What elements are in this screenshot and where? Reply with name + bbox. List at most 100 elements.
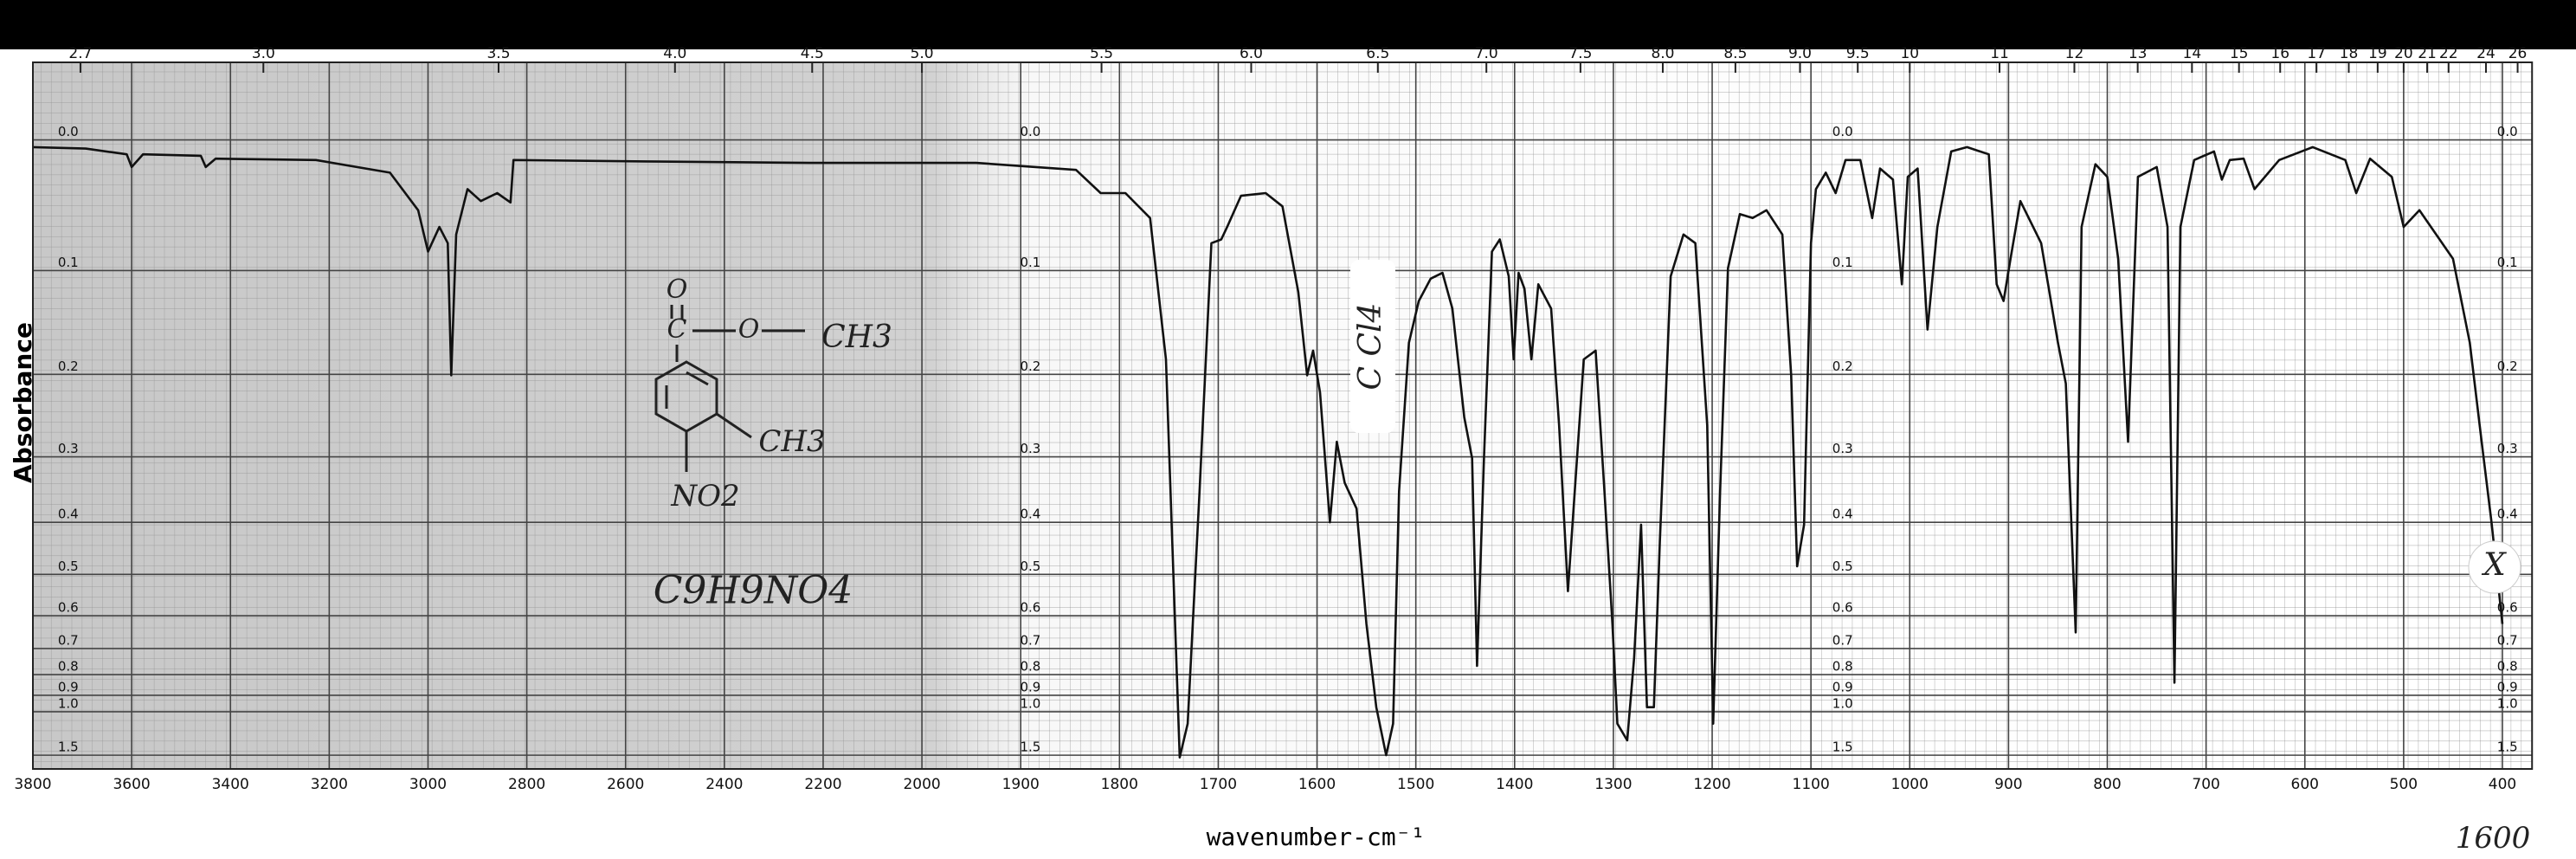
x-tick-label: 1400 (1496, 776, 1533, 793)
y-tick-label: 0.9 (1020, 679, 1040, 694)
y-tick-label: 0.3 (58, 441, 79, 456)
y-tick-label: 0.9 (1832, 679, 1853, 694)
annotation: X (2481, 547, 2507, 583)
y-tick-label: 0.5 (1832, 559, 1853, 574)
x2-tick-label: 9.0 (1788, 45, 1812, 62)
x-tick-label: 3200 (311, 776, 348, 793)
x2-tick-label: 6.0 (1240, 45, 1263, 62)
y-tick-label: 0.0 (1020, 124, 1040, 139)
x2-tick-label: 7.0 (1475, 45, 1498, 62)
annotation: 1600 (2456, 821, 2531, 856)
spectrum-line (32, 145, 2504, 759)
annotation: O (738, 314, 760, 345)
annotation: C (667, 314, 687, 345)
x2-tick-label: 15 (2230, 45, 2249, 62)
y-tick-label: 0.8 (58, 659, 79, 675)
x2-tick-label: 3.0 (252, 45, 275, 62)
x-tick-label: 1100 (1793, 776, 1830, 793)
y-tick-label: 0.7 (1832, 632, 1853, 648)
y-tick-label: 0.6 (58, 600, 79, 616)
x2-tick-label: 19 (2368, 45, 2387, 62)
y-tick-label: 0.1 (1020, 255, 1040, 270)
annotation-box (1350, 260, 1395, 433)
x2-tick-label: 8.0 (1651, 45, 1674, 62)
x-tick-label: 400 (2489, 776, 2516, 793)
y-tick-label: 1.0 (2497, 695, 2518, 711)
x-tick-label: 1600 (1298, 776, 1336, 793)
y-tick-label: 0.1 (58, 255, 79, 270)
x2-tick-label: 11 (1990, 45, 2009, 62)
x-tick-label: 1000 (1891, 776, 1929, 793)
x-tick-label: 2800 (508, 776, 545, 793)
x-tick-label: 3800 (14, 776, 51, 793)
y-tick-label: 1.5 (1020, 740, 1040, 755)
y-tick-label: 0.9 (2497, 679, 2518, 694)
y-tick-label: 0.5 (58, 559, 79, 574)
x-tick-label: 1500 (1397, 776, 1434, 793)
x2-tick-label: 13 (2128, 45, 2148, 62)
x2-tick-label: 2.7 (68, 45, 92, 62)
x2-tick-label: 17 (2307, 45, 2326, 62)
x2-tick-label: 21 (2418, 45, 2437, 62)
x2-tick-label: 5.0 (911, 45, 934, 62)
y-tick-label: 0.2 (1832, 358, 1853, 374)
x2-tick-label: 14 (2183, 45, 2202, 62)
x-tick-label: 1200 (1693, 776, 1730, 793)
y-tick-label: 0.4 (58, 507, 79, 522)
y-tick-label: 0.0 (1832, 124, 1853, 139)
x-tick-label: 700 (2192, 776, 2219, 793)
x-tick-label: 2400 (705, 776, 743, 793)
y-tick-label: 0.3 (1832, 441, 1853, 456)
bond (670, 305, 684, 319)
x2-tick-label: 3.5 (486, 45, 510, 62)
y-tick-label: 0.0 (58, 124, 79, 139)
x-tick-label: 1800 (1101, 776, 1138, 793)
x2-tick-label: 8.5 (1723, 45, 1747, 62)
y-tick-label: 0.2 (1020, 358, 1040, 374)
scan-shading (33, 62, 2533, 769)
y-tick-label: 0.2 (2497, 358, 2518, 374)
annotation-circle (2468, 540, 2521, 594)
y-tick-label: 0.4 (1020, 507, 1040, 522)
y-tick-label: 0.8 (1832, 659, 1853, 675)
y-tick-label: 0.7 (58, 632, 79, 648)
x2-tick-label: 6.5 (1366, 45, 1389, 62)
y-tick-label: 0.2 (58, 358, 79, 374)
annotation: CH3 (758, 424, 825, 459)
y-tick-label: 0.6 (1832, 600, 1853, 616)
x2-tick-label: 20 (2394, 45, 2413, 62)
x-tick-label: 3600 (113, 776, 150, 793)
y-tick-label: 1.0 (58, 695, 79, 711)
y-tick-label: 0.1 (1832, 255, 1853, 270)
bond (685, 412, 752, 472)
x2-tick-label: 5.5 (1090, 45, 1113, 62)
x2-tick-label: 4.0 (663, 45, 686, 62)
x-axis-label: wavenumber-cm⁻¹ (1207, 823, 1426, 851)
annotation: CH3 (821, 320, 892, 355)
x2-tick-label: 4.5 (801, 45, 824, 62)
y-tick-label: 1.5 (58, 740, 79, 755)
x2-tick-label: 24 (2476, 45, 2496, 62)
y-tick-label: 1.5 (2497, 740, 2518, 755)
y-tick-label: 0.6 (2497, 600, 2518, 616)
x-tick-label: 2000 (903, 776, 940, 793)
x-tick-label: 2600 (607, 776, 644, 793)
y-tick-label: 0.3 (2497, 441, 2518, 456)
x-tick-label: 800 (2093, 776, 2121, 793)
y-tick-label: 1.0 (1832, 695, 1853, 711)
x2-tick-label: 22 (2439, 45, 2458, 62)
x2-tick-label: 16 (2270, 45, 2289, 62)
x-tick-label: 1900 (1002, 776, 1040, 793)
x-tick-label: 1700 (1200, 776, 1237, 793)
x2-tick-label: 7.5 (1568, 45, 1592, 62)
y-tick-label: 0.7 (2497, 632, 2518, 648)
x-tick-label: 600 (2291, 776, 2319, 793)
annotation: C Cl4 (1353, 303, 1388, 391)
x2-tick-label: 12 (2065, 45, 2084, 62)
x-tick-label: 500 (2390, 776, 2418, 793)
x2-tick-label: 10 (1900, 45, 1919, 62)
y-tick-label: 1.0 (1020, 695, 1040, 711)
y-tick-label: 0.7 (1020, 632, 1040, 648)
y-tick-label: 0.4 (2497, 507, 2518, 522)
